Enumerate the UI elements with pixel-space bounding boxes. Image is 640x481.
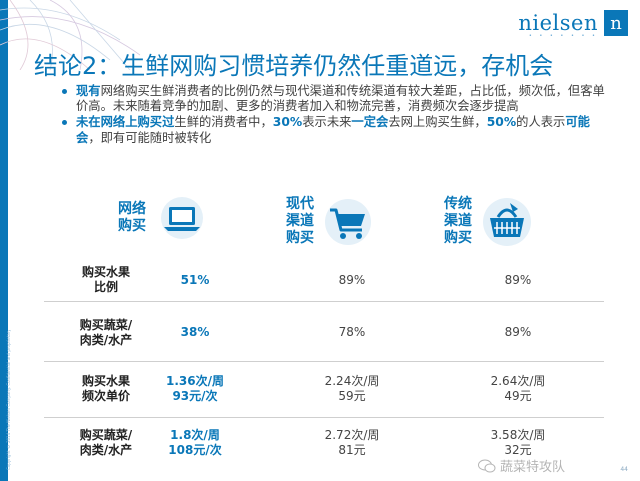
basket-icon <box>480 197 534 247</box>
column-header-modern: 现代 渠道 购买 <box>286 196 374 247</box>
laptop-icon <box>154 196 210 240</box>
bullet-text: 的人表示 <box>516 115 566 130</box>
page-number: 44 <box>620 466 628 473</box>
shopping-cart-icon <box>322 198 374 246</box>
bullet-text: 去网上购买生鲜， <box>388 115 487 130</box>
logo-mark: n <box>604 10 628 36</box>
bullet-text: ，即有可能随时被转化 <box>88 130 212 145</box>
modern-value: 2.72次/周 81元 <box>324 428 380 457</box>
copyright-note: Copyright © 2014 The Nielsen Company. Co… <box>6 330 11 470</box>
traditional-value: 2.64次/周 49元 <box>490 374 546 403</box>
modern-value: 89% <box>338 273 366 287</box>
emphasis: 可能会 <box>76 115 590 145</box>
table-row: 购买蔬菜/ 肉类/水产 38% 78% 89% <box>44 302 604 362</box>
pct-highlight: 50% <box>486 115 517 130</box>
row-label: 购买水果 比例 <box>81 265 130 294</box>
online-value: 38% <box>180 325 210 339</box>
row-label: 购买蔬菜/ 肉类/水产 <box>79 318 133 347</box>
column-header-traditional: 传统 渠道 购买 <box>444 196 534 247</box>
row-label: 购买水果 频次单价 <box>81 374 130 403</box>
bullet-lead: 未在网络上购买过 <box>76 115 175 130</box>
emphasis: 一定会 <box>351 115 389 130</box>
bullet-item: 未在网络上购买过生鲜的消费者中，30%表示未来一定会去网上购买生鲜，50%的人表… <box>62 115 614 145</box>
column-header-online: 网络 购买 <box>118 196 210 240</box>
table-row: 购买水果 频次单价 1.36次/周 93元/次 2.24次/周 59元 2.64次/… <box>44 362 604 418</box>
left-accent-bar <box>0 0 8 481</box>
modern-value: 78% <box>338 325 366 339</box>
wechat-icon <box>478 459 496 472</box>
watermark-text: 蔬菜特攻队 <box>500 460 566 475</box>
bullet-lead: 现有 <box>76 84 101 98</box>
column-label: 现代 渠道 购买 <box>286 196 314 246</box>
bullet-list: 现有网络购买生鲜消费者的比例仍然与现代渠道和传统渠道有较大差距，占比低，频次低，… <box>62 84 614 147</box>
table-row: 购买蔬菜/ 肉类/水产 1.8次/周 108元/次 2.72次/周 81元 3.58… <box>44 418 604 466</box>
nielsen-logo: nielsen n <box>518 10 628 36</box>
column-label: 网络 购买 <box>118 201 146 234</box>
column-label: 传统 渠道 购买 <box>444 196 472 246</box>
traditional-value: 89% <box>504 325 532 339</box>
online-value: 1.8次/周 108元/次 <box>168 428 222 457</box>
slide-title: 结论2：生鲜网购习惯培养仍然任重道远，存机会 <box>34 52 554 80</box>
row-label: 购买蔬菜/ 肉类/水产 <box>79 428 133 457</box>
modern-value: 2.24次/周 59元 <box>324 374 380 403</box>
pct-highlight: 30% <box>272 115 303 130</box>
bullet-text: 表示未来 <box>302 115 352 130</box>
logo-dots: • • • • • • • <box>528 33 598 39</box>
online-value: 1.36次/周 93元/次 <box>166 374 224 403</box>
wechat-watermark: 蔬菜特攻队 <box>478 456 565 475</box>
logo-wordmark: nielsen <box>518 11 598 35</box>
table-row: 购买水果 比例 51% 89% 89% <box>44 258 604 302</box>
bullet-text: 生鲜的消费者中， <box>174 115 273 130</box>
bullet-text: 网络购买生鲜消费者的比例仍然与现代渠道和传统渠道有较大差距，占比低，频次低，但客… <box>76 84 605 114</box>
online-value: 51% <box>180 273 210 287</box>
traditional-value: 3.58次/周 32元 <box>490 428 546 457</box>
bullet-item: 现有网络购买生鲜消费者的比例仍然与现代渠道和传统渠道有较大差距，占比低，频次低，… <box>62 84 614 114</box>
decorative-arcs <box>0 0 141 70</box>
traditional-value: 89% <box>504 273 532 287</box>
